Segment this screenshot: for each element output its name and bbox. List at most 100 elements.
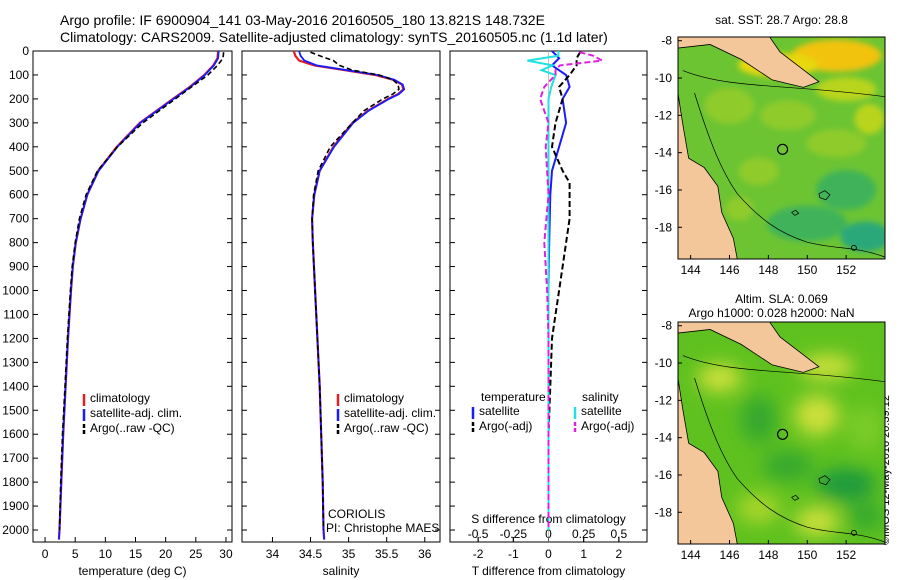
- map-sst-xtick-label: 146: [719, 263, 739, 277]
- temp-xtick-label: 5: [72, 547, 79, 561]
- temp-ytick-label: 1300: [2, 355, 29, 369]
- map-sla-ytick-label: -14: [655, 431, 673, 445]
- map-sst-blob: [806, 129, 867, 158]
- map-sla-xtick-label: 146: [719, 548, 739, 562]
- map-sla-contour-shelf: [694, 377, 885, 543]
- map-sla-ytick-label: -8: [661, 319, 672, 333]
- diff-line-temp-argo: [547, 51, 582, 530]
- sal-legend-satellite-label: satellite-adj. clim.: [344, 406, 436, 420]
- map-sst-ytick-label: -10: [655, 71, 673, 85]
- header-line1: Argo profile: IF 6900904_141 03-May-2016…: [60, 12, 545, 28]
- header-line2: Climatology: CARS2009. Satellite-adjuste…: [60, 29, 608, 45]
- map-sla-blob: [847, 502, 884, 531]
- temp-xlabel: temperature (deg C): [78, 564, 186, 578]
- temp-ytick-label: 600: [9, 188, 29, 202]
- map-sla-land-png: [678, 322, 820, 373]
- diff-xlabel: T difference from climatology: [472, 564, 626, 578]
- map-sst-blob: [854, 104, 885, 135]
- temp-legend-argo-label: Argo(..raw -QC): [90, 421, 175, 435]
- diff-s-xtick-label: 0.25: [572, 527, 596, 541]
- temp-ytick-label: 1500: [2, 403, 29, 417]
- diff-xtick-label: 1: [580, 547, 587, 561]
- sal-xtick-label: 36: [418, 547, 432, 561]
- temp-ytick-label: 1900: [2, 499, 29, 513]
- map-sla-blob: [736, 493, 781, 524]
- map-sst-reef-marker: [851, 244, 857, 251]
- map-sst-blob: [840, 221, 885, 252]
- map-sla-xtick-label: 152: [836, 548, 856, 562]
- temp-ytick-label: 1100: [3, 307, 29, 321]
- map-sst-blob: [738, 157, 779, 186]
- map-sla-ytick-label: -10: [655, 356, 673, 370]
- map-sst-title-1: sat. SST: 28.7 Argo: 28.8: [715, 13, 848, 27]
- map-sst-frame: [677, 36, 886, 260]
- diff-s-xtick-label: -0.5: [468, 527, 489, 541]
- map-sst-land-png: [678, 37, 820, 88]
- map-sla-contour-plateau: [791, 475, 831, 501]
- sal-legend-climatology-label: climatology: [344, 391, 404, 405]
- diff-legend-temp-argo-label: Argo(-adj): [479, 419, 532, 433]
- map-sst-ytick-label: -16: [655, 183, 673, 197]
- map-sst-land-australia: [678, 90, 738, 259]
- sal-xtick-label: 35.5: [375, 547, 399, 561]
- temp-ytick-label: 700: [9, 212, 29, 226]
- diff-s-xtick-label: 0.5: [611, 527, 628, 541]
- diff-legend-salinity: salinity: [582, 390, 619, 404]
- temp-xtick-label: 15: [129, 547, 143, 561]
- temp-ytick-label: 1200: [2, 331, 29, 345]
- sal-line-argo: [310, 51, 400, 531]
- map-sla-blobs: [697, 354, 884, 536]
- map-sla-ytick-label: -16: [655, 468, 673, 482]
- diff-line-sal-argo: [539, 51, 606, 530]
- temp-ytick-label: 800: [9, 236, 29, 250]
- map-sst-blob: [725, 196, 754, 221]
- map-sst-contour-shelf: [694, 92, 885, 258]
- temp-ytick-label: 100: [9, 68, 29, 82]
- map-sst-ytick-label: -18: [655, 220, 673, 234]
- map-sla-blob: [816, 468, 877, 501]
- map-sst-blob: [704, 88, 755, 125]
- map-sst-blob: [759, 100, 816, 131]
- map-sla-xtick-label: 150: [797, 548, 817, 562]
- temp-xtick-label: 25: [189, 547, 203, 561]
- temp-legend-satellite-label: satellite-adj. clim.: [90, 406, 182, 420]
- diff-xtick-label: 2: [616, 547, 623, 561]
- institution-label: CORIOLIS: [328, 507, 385, 521]
- diff-xtick-label: -2: [473, 547, 484, 561]
- map-sla-field: [678, 322, 885, 544]
- sal-frame: [241, 50, 441, 543]
- map-sst-field: [678, 37, 885, 259]
- map-sla-ytick-label: -18: [655, 505, 673, 519]
- map-sst-blob: [816, 169, 877, 210]
- diff-s-xtick-label: -0.25: [500, 527, 528, 541]
- temp-ytick-label: 200: [9, 92, 29, 106]
- map-sla-contour-north: [682, 355, 885, 383]
- map-sla-blob: [847, 406, 884, 451]
- diff-xtick-label: 0: [545, 547, 552, 561]
- diff-line-sal-satellite: [527, 51, 560, 530]
- map-sla-blob: [794, 395, 839, 436]
- diff-legend-temp-satellite-label: satellite: [479, 404, 520, 418]
- diff-legend-temperature: temperature: [481, 390, 546, 404]
- pi-label: PI: Christophe MAES: [326, 521, 439, 535]
- map-sla-land-australia: [678, 375, 738, 544]
- sal-xtick-label: 34.5: [299, 547, 323, 561]
- map-sst-ytick-label: -8: [661, 34, 672, 48]
- map-sst-xtick-label: 150: [797, 263, 817, 277]
- temp-xtick-label: 20: [159, 547, 173, 561]
- map-sla-title-2: Argo h1000: 0.028 h2000: NaN: [688, 306, 854, 320]
- map-sla-blob: [794, 507, 839, 536]
- temp-line-argo: [58, 52, 225, 531]
- temp-ytick-label: 1600: [2, 427, 29, 441]
- map-sla-title-1: Altim. SLA: 0.069: [735, 292, 828, 306]
- temp-ytick-label: 1400: [2, 379, 29, 393]
- map-sst-contour-plateau: [791, 190, 831, 216]
- temp-ytick-label: 400: [9, 140, 29, 154]
- map-sla-ytick-label: -12: [655, 393, 673, 407]
- map-sst-argo-marker: [776, 143, 789, 155]
- sal-xtick-label: 34: [266, 547, 280, 561]
- temp-xtick-label: 0: [42, 547, 49, 561]
- map-sst-xtick-label: 152: [836, 263, 856, 277]
- map-sst-xtick-label: 144: [681, 263, 701, 277]
- map-sst-contour-north: [682, 70, 885, 98]
